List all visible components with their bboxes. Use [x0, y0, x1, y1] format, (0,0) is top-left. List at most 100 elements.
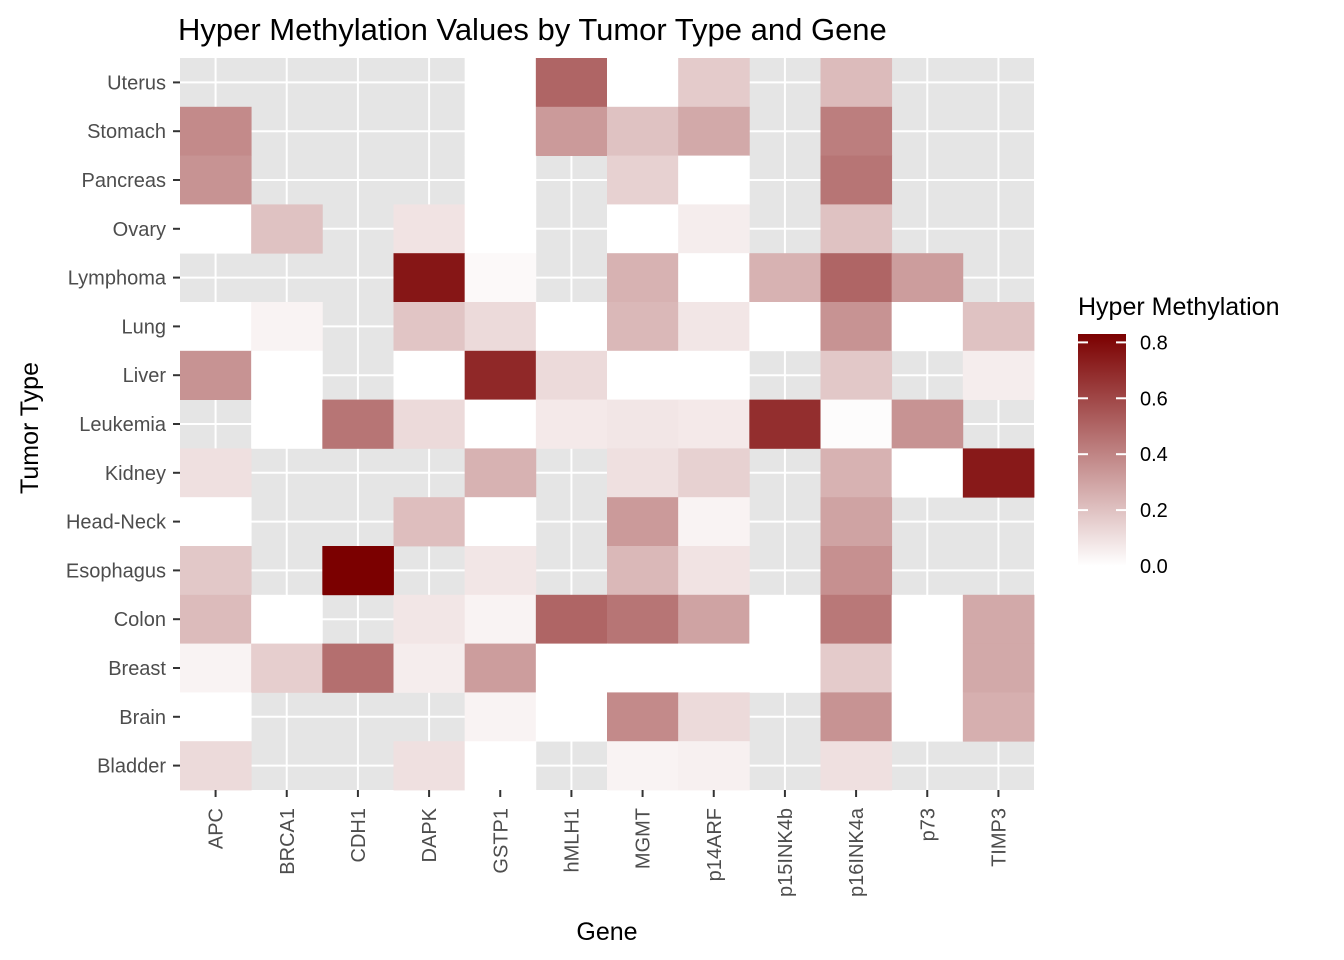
y-tick-label: Liver — [123, 365, 167, 387]
heatmap-cell — [607, 399, 679, 449]
legend-tick-label: 0.2 — [1140, 500, 1168, 522]
heatmap-cell — [678, 741, 750, 791]
y-tick-label: Pancreas — [82, 170, 167, 192]
y-tick-label: Stomach — [87, 121, 166, 143]
heatmap-cell — [820, 741, 893, 791]
legend-colorbar — [1078, 334, 1126, 566]
heatmap-cell — [678, 106, 750, 156]
x-tick-label: p15INK4b — [775, 808, 797, 897]
x-tick-label: p14ARF — [704, 808, 726, 881]
heatmap-cell — [820, 106, 893, 156]
heatmap-cell — [607, 546, 679, 596]
heatmap-cell — [535, 692, 608, 742]
heatmap-cell — [820, 448, 893, 498]
x-tick-label: APC — [206, 808, 228, 849]
heatmap-cell — [607, 350, 679, 400]
heatmap-cell — [535, 399, 608, 449]
y-tick-label: Ovary — [113, 219, 166, 241]
heatmap-cell — [962, 350, 1035, 400]
y-tick-label: Brain — [119, 707, 166, 729]
heatmap-cell — [464, 155, 537, 205]
color-legend: Hyper Methylation 0.0 0.2 0.4 0.6 0.8 — [1078, 293, 1279, 578]
heatmap-tiles — [180, 58, 1035, 791]
heatmap-cell — [464, 497, 537, 547]
heatmap-cell — [251, 643, 323, 693]
heatmap-cell — [962, 594, 1035, 644]
y-tick-label: Lung — [122, 316, 167, 338]
heatmap-cell — [180, 204, 252, 254]
heatmap-cell — [464, 546, 537, 596]
legend-title: Hyper Methylation — [1078, 293, 1279, 321]
heatmap-cell — [749, 302, 821, 352]
heatmap-cell — [678, 692, 750, 742]
heatmap-cell — [962, 302, 1035, 352]
heatmap-cell — [607, 253, 679, 303]
x-axis-title: Gene — [576, 918, 637, 946]
heatmap-cell — [535, 302, 608, 352]
legend-tick-label: 0.0 — [1140, 556, 1168, 578]
y-tick-label: Colon — [114, 609, 166, 631]
heatmap-cell — [180, 497, 252, 547]
heatmap-cell — [820, 350, 893, 400]
heatmap-cell — [678, 253, 750, 303]
x-tick-label: BRCA1 — [277, 808, 299, 875]
x-tick-label: p16INK4a — [846, 807, 868, 897]
heatmap-cell — [607, 594, 679, 644]
heatmap-cell — [393, 350, 466, 400]
heatmap-cell — [891, 448, 964, 498]
heatmap-cell — [678, 350, 750, 400]
heatmap-cell — [891, 692, 964, 742]
heatmap-cell — [180, 106, 252, 156]
heatmap-cell — [180, 350, 252, 400]
heatmap-cell — [678, 594, 750, 644]
heatmap-cell — [962, 643, 1035, 693]
heatmap-cell — [607, 204, 679, 254]
heatmap-cell — [820, 594, 893, 644]
heatmap-cell — [820, 692, 893, 742]
heatmap-cell — [464, 204, 537, 254]
heatmap-cell — [607, 692, 679, 742]
heatmap-cell — [820, 253, 893, 303]
heatmap-cell — [322, 546, 394, 596]
heatmap-cell — [678, 58, 750, 108]
heatmap-cell — [251, 399, 323, 449]
heatmap-cell — [820, 155, 893, 205]
heatmap-cell — [820, 204, 893, 254]
heatmap-cell — [464, 399, 537, 449]
heatmap-cell — [393, 302, 466, 352]
heatmap-cell — [251, 594, 323, 644]
heatmap-cell — [464, 302, 537, 352]
heatmap-cell — [535, 594, 608, 644]
x-tick-label: CDH1 — [348, 808, 370, 862]
heatmap-cell — [464, 58, 537, 108]
heatmap-cell — [322, 643, 394, 693]
heatmap-cell — [393, 253, 466, 303]
x-tick-label: MGMT — [633, 808, 655, 869]
heatmap-cell — [820, 643, 893, 693]
heatmap-cell — [464, 350, 537, 400]
y-axis-title: Tumor Type — [16, 362, 44, 494]
heatmap-cell — [962, 448, 1035, 498]
heatmap-cell — [535, 643, 608, 693]
y-tick-label: Breast — [108, 658, 166, 680]
heatmap-cell — [891, 399, 964, 449]
heatmap-cell — [464, 106, 537, 156]
heatmap-cell — [749, 594, 821, 644]
heatmap-cell — [464, 594, 537, 644]
heatmap-cell — [180, 643, 252, 693]
legend-tick-label: 0.6 — [1140, 388, 1168, 410]
heatmap-cell — [180, 692, 252, 742]
heatmap-cell — [180, 741, 252, 791]
heatmap-cell — [180, 594, 252, 644]
heatmap-cell — [464, 253, 537, 303]
heatmap-cell — [891, 643, 964, 693]
heatmap-cell — [891, 594, 964, 644]
y-tick-label: Head-Neck — [66, 512, 167, 534]
heatmap-cell — [820, 302, 893, 352]
heatmap-cell — [678, 546, 750, 596]
heatmap-cell — [891, 302, 964, 352]
chart-title: Hyper Methylation Values by Tumor Type a… — [178, 12, 887, 47]
x-tick-label: p73 — [917, 808, 939, 841]
